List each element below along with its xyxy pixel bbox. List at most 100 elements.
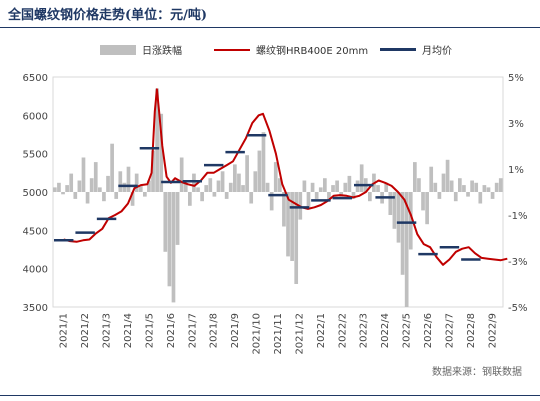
daily-change-bar bbox=[171, 192, 176, 303]
daily-change-bar bbox=[347, 175, 352, 192]
daily-change-bar bbox=[249, 192, 254, 204]
daily-change-bar bbox=[245, 155, 249, 192]
daily-change-bar bbox=[490, 192, 495, 199]
daily-change-bar bbox=[306, 192, 311, 209]
y-left-tick-label: 5500 bbox=[23, 150, 48, 161]
daily-change-bar bbox=[261, 132, 266, 192]
daily-change-bar bbox=[65, 185, 69, 192]
daily-change-bar bbox=[265, 182, 270, 192]
daily-change-bar bbox=[314, 192, 319, 199]
y-left-tick-label: 6000 bbox=[23, 111, 48, 122]
daily-change-bar bbox=[183, 182, 188, 192]
daily-change-bar bbox=[421, 192, 425, 211]
daily-change-bar bbox=[429, 166, 434, 192]
x-tick-label: 2021/9 bbox=[230, 313, 241, 348]
y-right-tick-label: 1% bbox=[508, 165, 524, 176]
daily-change-bar bbox=[237, 173, 241, 192]
legend-bar: 日涨跌幅 bbox=[100, 42, 182, 57]
x-tick-label: 2021/1 bbox=[59, 313, 70, 348]
daily-change-bar bbox=[466, 192, 470, 197]
daily-change-bar bbox=[208, 178, 213, 192]
daily-change-bar bbox=[93, 162, 98, 192]
daily-change-bar bbox=[286, 192, 290, 257]
daily-change-bar bbox=[155, 88, 159, 192]
daily-change-bar bbox=[130, 192, 135, 206]
chart-title: 全国螺纹钢价格走势(单位：元/吨) bbox=[8, 8, 208, 23]
x-tick-label: 2021/10 bbox=[252, 313, 263, 355]
daily-change-bar bbox=[449, 180, 454, 192]
daily-change-bar bbox=[294, 192, 299, 284]
x-tick-label: 2021/4 bbox=[123, 313, 134, 348]
y-right-tick-label: 3% bbox=[508, 119, 524, 130]
daily-change-bar bbox=[278, 178, 282, 192]
daily-change-bar bbox=[200, 192, 204, 202]
y-left-tick-label: 5000 bbox=[23, 188, 48, 199]
daily-change-bar bbox=[269, 192, 274, 211]
daily-change-bar bbox=[404, 192, 409, 307]
daily-change-bar bbox=[498, 178, 503, 192]
daily-change-bar bbox=[134, 173, 139, 192]
daily-change-bar bbox=[453, 192, 458, 202]
daily-change-bar bbox=[396, 192, 401, 243]
daily-change-bar bbox=[151, 150, 155, 192]
legend-avg-swatch bbox=[380, 48, 416, 51]
daily-change-bar bbox=[53, 187, 57, 192]
legend-bar-label: 日涨跌幅 bbox=[142, 46, 182, 57]
daily-change-bar bbox=[106, 175, 110, 192]
daily-change-bar bbox=[57, 182, 61, 192]
daily-change-bar bbox=[335, 180, 339, 192]
daily-change-bar bbox=[441, 173, 446, 192]
daily-change-bar bbox=[462, 185, 466, 192]
daily-change-bar bbox=[212, 192, 217, 197]
daily-change-bar bbox=[478, 192, 483, 204]
daily-change-bar bbox=[433, 182, 438, 192]
daily-change-bar bbox=[233, 164, 237, 192]
daily-change-bar bbox=[196, 187, 200, 192]
daily-change-bar bbox=[318, 187, 323, 192]
daily-change-bar bbox=[482, 185, 487, 192]
x-tick-label: 2022/1 bbox=[316, 313, 327, 348]
daily-change-bar bbox=[425, 192, 429, 225]
daily-change-bar bbox=[163, 192, 168, 252]
x-tick-label: 2021/5 bbox=[144, 313, 155, 348]
daily-change-bar bbox=[126, 166, 131, 192]
daily-change-bar bbox=[147, 180, 151, 192]
daily-change-bar bbox=[413, 162, 417, 192]
legend-bar-swatch bbox=[100, 44, 136, 55]
daily-change-bar bbox=[114, 192, 119, 199]
daily-change-bar bbox=[188, 192, 192, 206]
daily-change-bar bbox=[69, 173, 74, 192]
daily-change-bar bbox=[224, 192, 229, 199]
daily-change-bar bbox=[290, 192, 294, 261]
daily-change-bar bbox=[310, 182, 315, 192]
legend-line: 螺纹钢HRB400E 20mm bbox=[214, 42, 368, 57]
y-right-tick-label: -5% bbox=[508, 303, 527, 314]
daily-change-bar bbox=[474, 182, 479, 192]
price-line bbox=[63, 88, 508, 266]
daily-change-bar bbox=[122, 182, 127, 192]
x-tick-label: 2021/3 bbox=[102, 313, 113, 348]
x-tick-label: 2022/6 bbox=[423, 313, 434, 348]
x-tick-label: 2021/2 bbox=[80, 313, 91, 348]
daily-change-bar bbox=[282, 192, 286, 227]
daily-change-bar bbox=[417, 178, 421, 192]
x-tick-label: 2021/8 bbox=[209, 313, 220, 348]
daily-change-bar bbox=[220, 171, 225, 192]
daily-change-bar bbox=[98, 187, 102, 192]
daily-change-bar bbox=[388, 192, 393, 215]
daily-change-bar bbox=[118, 171, 123, 192]
x-tick-label: 2022/9 bbox=[487, 313, 498, 348]
x-tick-label: 2021/7 bbox=[187, 313, 198, 348]
daily-change-bar bbox=[323, 178, 327, 192]
daily-change-bar bbox=[445, 159, 450, 192]
daily-change-bar bbox=[102, 192, 106, 202]
daily-change-bar bbox=[302, 180, 307, 192]
y-left-tick-label: 4000 bbox=[23, 265, 48, 276]
daily-change-bar bbox=[138, 185, 143, 192]
daily-change-bar bbox=[110, 143, 114, 192]
y-right-tick-label: -3% bbox=[508, 257, 527, 268]
legend-avg: 月均价 bbox=[380, 42, 452, 57]
daily-change-bar bbox=[494, 182, 499, 192]
daily-change-bar bbox=[331, 185, 335, 192]
